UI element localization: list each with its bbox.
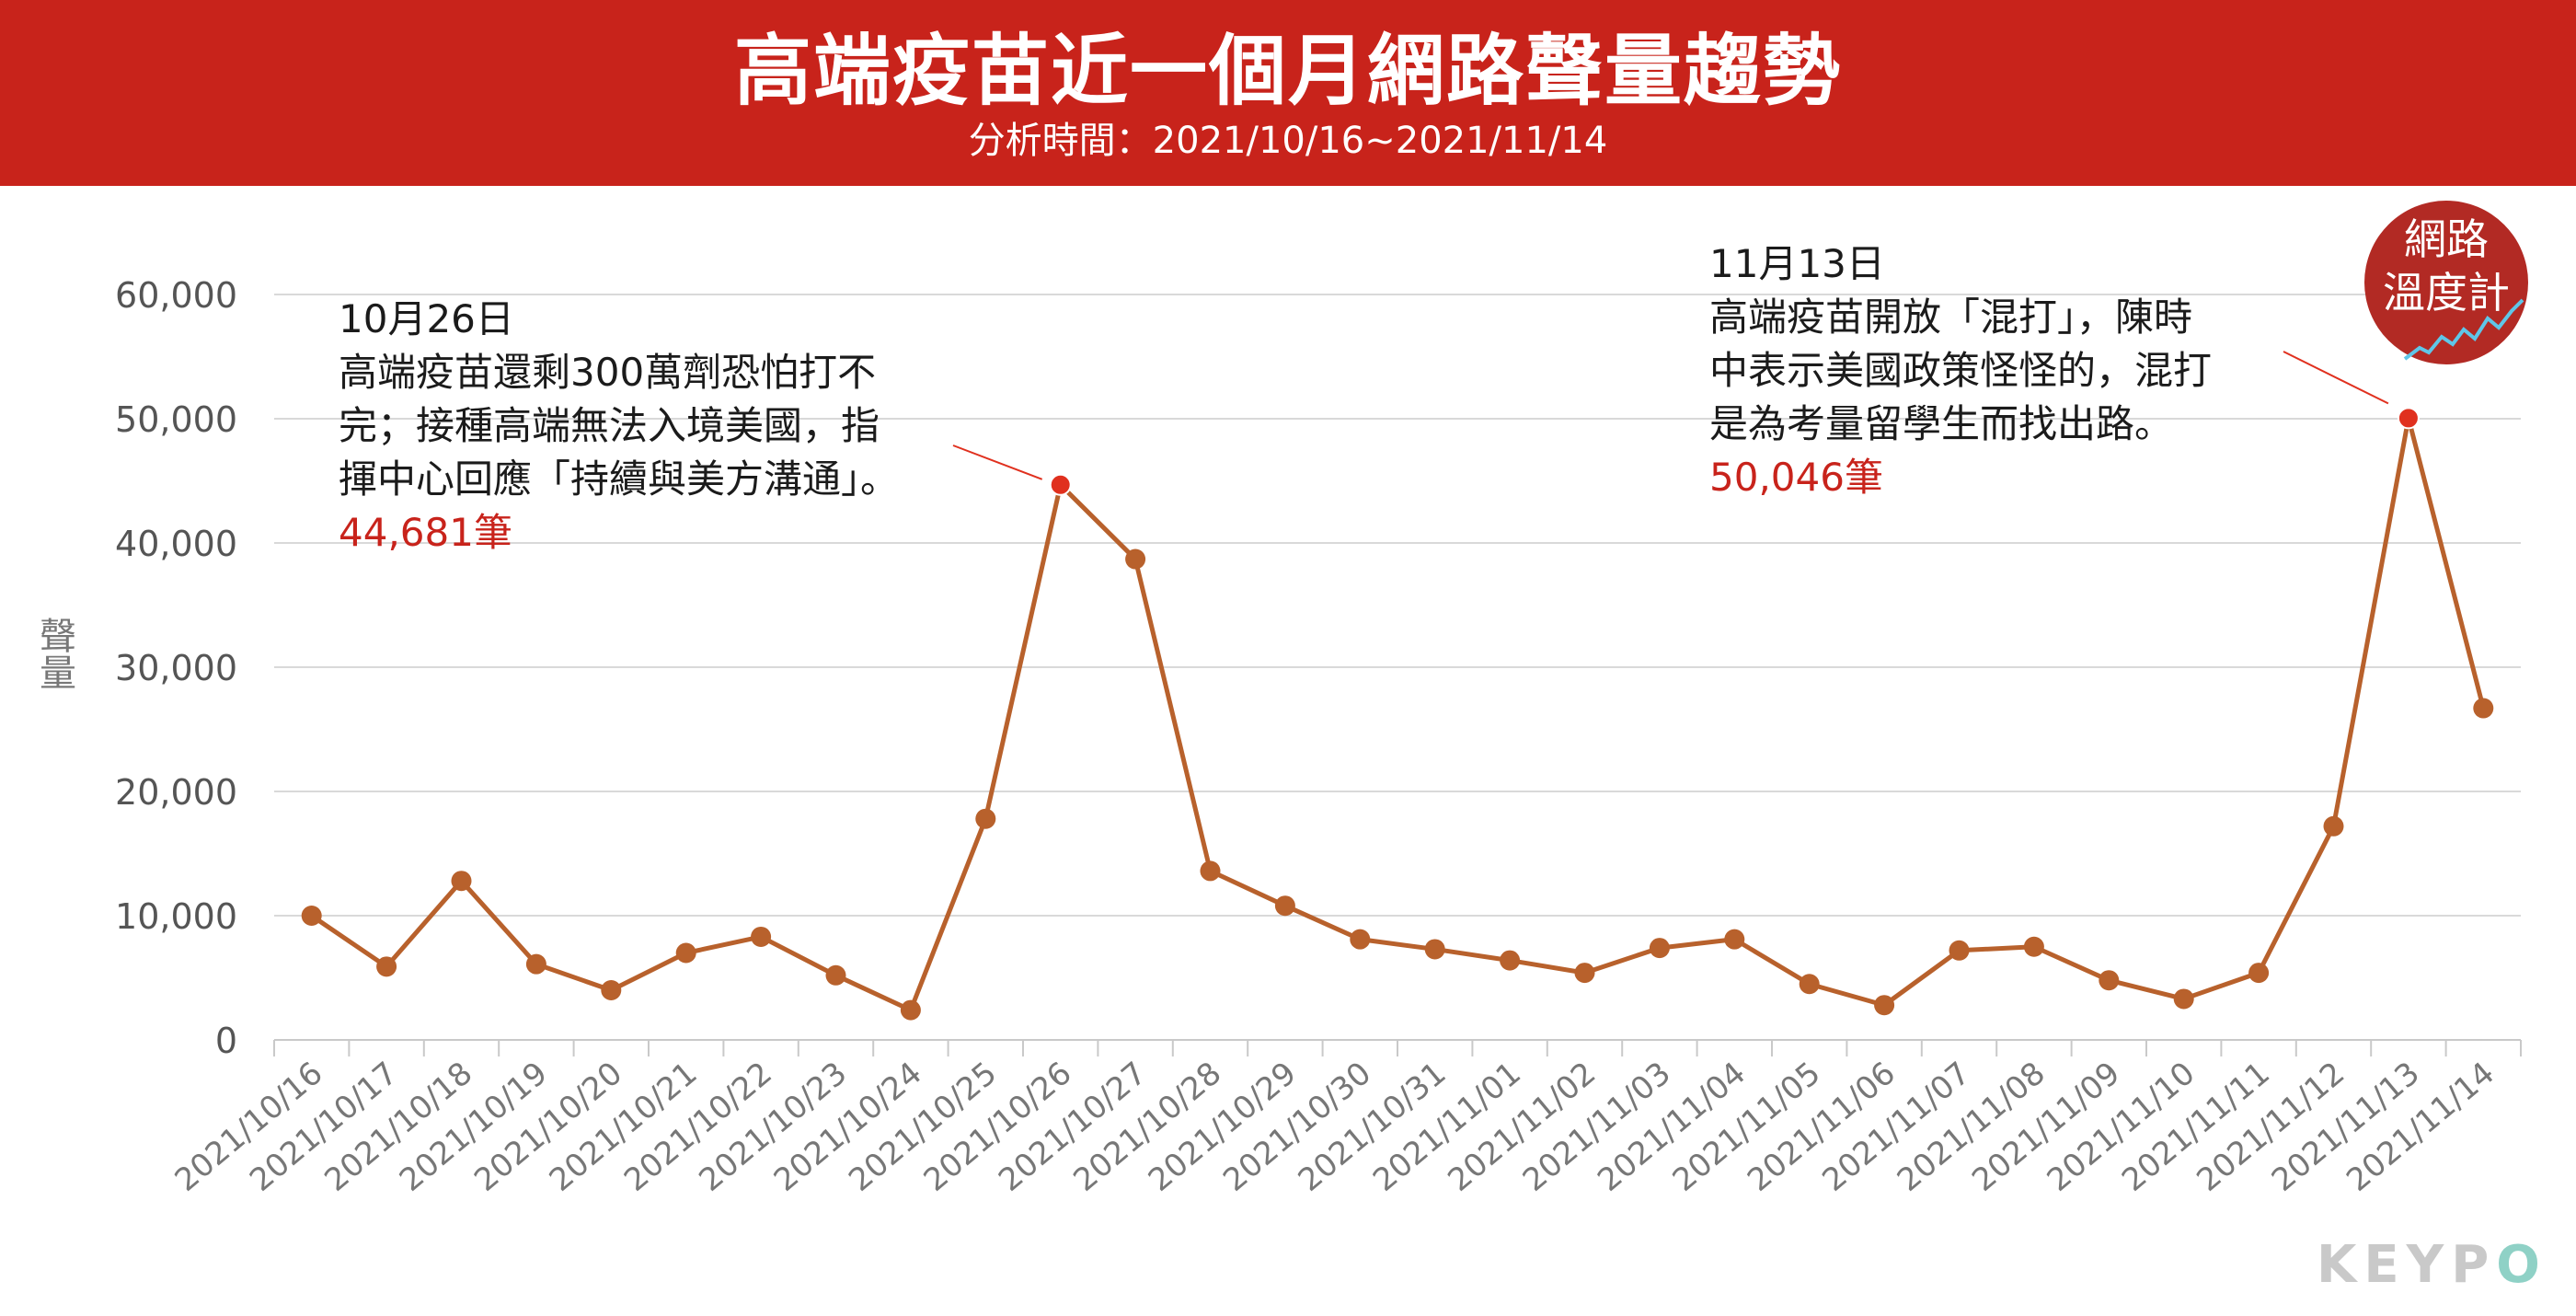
- annotation-1113-value: 50,046筆: [1709, 455, 1883, 500]
- annotation-1113-line3: 是為考量留學生而找出路。: [1709, 401, 2174, 446]
- annotation-1026-line1: 高端疫苗還剩300萬劑恐怕打不: [339, 350, 877, 395]
- data-point: [451, 871, 472, 892]
- data-point: [2323, 815, 2344, 837]
- data-point: [2023, 936, 2044, 957]
- data-point: [301, 906, 322, 926]
- annotation-1113: 11月13日 高端疫苗開放「混打」，陳時 中表示美國政策怪怪的，混打 是為考量留…: [1709, 237, 2212, 504]
- data-point: [1799, 974, 1820, 995]
- badge-line2: 溫度計: [2383, 268, 2510, 317]
- annotation-1113-date: 11月13日: [1709, 241, 1885, 286]
- thermometer-badge: 網路 溫度計: [2364, 201, 2528, 364]
- y-tick-label: 0: [215, 1021, 237, 1061]
- data-point: [376, 956, 397, 977]
- keypo-logo: KEYPO: [2317, 1235, 2547, 1295]
- annotation-1113-line2: 中表示美國政策怪怪的，混打: [1709, 348, 2213, 393]
- annotation-connector-1026: [952, 444, 1043, 480]
- annotation-1026-line2: 完；接種高端無法入境美國，指: [339, 403, 880, 448]
- data-point: [1350, 929, 1371, 950]
- y-tick-label: 40,000: [115, 524, 237, 564]
- data-point: [1724, 929, 1745, 950]
- badge-trend-icon: [2403, 298, 2524, 361]
- y-tick-label: 10,000: [115, 896, 237, 937]
- data-point: [1500, 950, 1521, 971]
- chart-header: 高端疫苗近一個月網路聲量趨勢 分析時間：2021/10/16~2021/11/1…: [0, 0, 2576, 186]
- data-point: [1949, 940, 1970, 961]
- data-point: [675, 942, 696, 964]
- annotation-connector-1113: [2283, 351, 2389, 405]
- badge-line1: 網路: [2404, 214, 2489, 264]
- y-axis-title: 聲量: [33, 617, 75, 690]
- data-point: [525, 953, 546, 975]
- y-tick-label: 60,000: [115, 275, 237, 316]
- annotation-1026: 10月26日 高端疫苗還剩300萬劑恐怕打不 完；接種高端無法入境美國，指 揮中…: [339, 293, 899, 560]
- data-point: [2099, 970, 2120, 991]
- highlighted-data-point: [2397, 407, 2420, 430]
- data-point: [1125, 548, 1146, 570]
- y-tick-label: 30,000: [115, 648, 237, 688]
- annotation-1026-value: 44,681筆: [339, 510, 512, 555]
- data-point: [825, 964, 846, 986]
- annotation-1026-date: 10月26日: [339, 296, 514, 341]
- data-point: [1574, 963, 1595, 984]
- data-point: [1424, 939, 1445, 960]
- data-point: [2248, 963, 2270, 984]
- data-point: [1874, 995, 1895, 1016]
- data-point: [2173, 988, 2194, 1010]
- data-point: [2473, 698, 2494, 719]
- series-line: [310, 415, 2486, 1013]
- chart-subtitle: 分析時間：2021/10/16~2021/11/14: [968, 120, 1608, 162]
- data-point: [1200, 860, 1221, 882]
- y-tick-label: 20,000: [115, 772, 237, 813]
- logo-o-icon: O: [2496, 1235, 2547, 1295]
- data-point: [1274, 895, 1295, 917]
- line-chart: 010,00020,00030,00040,00050,00060,000202…: [115, 275, 2522, 1199]
- chart-title: 高端疫苗近一個月網路聲量趨勢: [733, 26, 1842, 116]
- annotation-1026-line3: 揮中心回應「持續與美方溝通」。: [339, 456, 900, 502]
- data-point: [975, 808, 996, 829]
- data-point: [1649, 938, 1670, 959]
- data-point: [601, 980, 622, 1000]
- y-tick-label: 50,000: [115, 399, 237, 440]
- logo-text: KEYP: [2317, 1235, 2497, 1295]
- highlighted-data-point: [1049, 473, 1072, 496]
- data-point: [900, 999, 921, 1021]
- annotation-1113-line1: 高端疫苗開放「混打」，陳時: [1709, 294, 2193, 340]
- data-point: [751, 926, 772, 947]
